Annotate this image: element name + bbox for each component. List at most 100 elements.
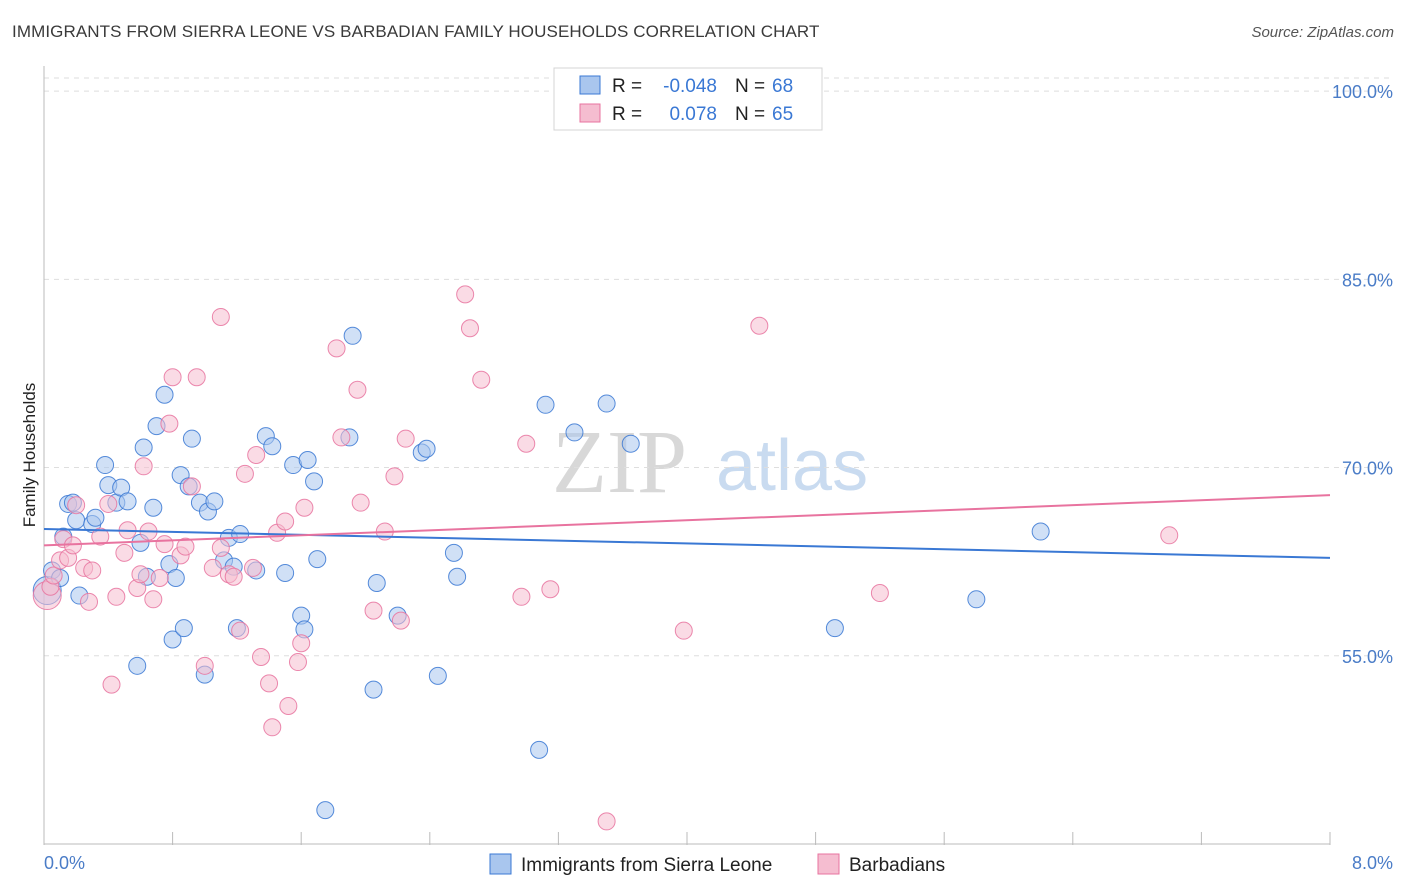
series-legend-swatch-blue (489, 853, 512, 875)
y-axis-title: Family Households (20, 383, 39, 528)
legend-r-value-2: 0.078 (669, 104, 717, 125)
point-sierra-leone (364, 680, 383, 699)
point-barbadians (102, 675, 121, 694)
point-sierra-leone (316, 801, 335, 820)
point-sierra-leone (621, 434, 640, 453)
point-sierra-leone (565, 423, 584, 442)
trend-line-barbadians (43, 494, 1331, 547)
watermark: ZIP atlas (552, 413, 868, 512)
point-barbadians (385, 467, 404, 486)
point-barbadians (155, 535, 174, 554)
legend-r-label-2: R = (612, 104, 642, 125)
y-tick-label: 100.0% (1332, 82, 1393, 102)
point-barbadians (263, 718, 282, 737)
point-barbadians (260, 674, 279, 693)
chart-title: IMMIGRANTS FROM SIERRA LEONE VS BARBADIA… (12, 22, 820, 41)
point-sierra-leone (308, 550, 327, 569)
point-barbadians (456, 285, 475, 304)
point-sierra-leone (428, 666, 447, 685)
point-sierra-leone (182, 429, 201, 448)
series-legend-label-2: Barbadians (849, 855, 945, 876)
point-barbadians (674, 621, 693, 640)
point-sierra-leone (174, 619, 193, 638)
point-sierra-leone (263, 437, 282, 456)
point-barbadians (115, 543, 134, 562)
point-sierra-leone (163, 630, 182, 649)
point-sierra-leone (536, 395, 555, 414)
point-barbadians (348, 380, 367, 399)
x-tick-label-max: 8.0% (1352, 853, 1393, 873)
point-barbadians (252, 648, 271, 667)
legend-r-value-1: -0.048 (663, 76, 717, 97)
point-sierra-leone (305, 472, 324, 491)
legend-swatch-blue (579, 75, 601, 95)
legend-n-value-1: 68 (772, 76, 793, 97)
legend-r-label-1: R = (612, 76, 642, 97)
point-barbadians (243, 558, 262, 577)
point-barbadians (327, 339, 346, 358)
point-barbadians (351, 493, 370, 512)
watermark-atlas: atlas (716, 426, 868, 506)
point-barbadians (247, 446, 266, 464)
point-sierra-leone (1031, 522, 1050, 541)
points-barbadians (32, 285, 1179, 831)
point-barbadians (107, 587, 126, 606)
point-barbadians (83, 561, 102, 580)
point-barbadians (187, 368, 206, 387)
point-barbadians (332, 428, 351, 447)
point-barbadians (144, 590, 163, 609)
trend-line-sierra-leone (43, 528, 1331, 559)
point-barbadians (288, 653, 307, 672)
point-barbadians (203, 558, 222, 577)
point-barbadians (541, 580, 560, 599)
point-barbadians (512, 587, 531, 606)
point-barbadians (80, 592, 99, 611)
point-barbadians (231, 621, 250, 640)
point-barbadians (597, 812, 616, 831)
stats-legend: R = -0.048 N = 68 R = 0.078 N = 65 (553, 67, 823, 131)
point-sierra-leone (448, 567, 467, 586)
point-barbadians (235, 464, 254, 483)
y-tick-label: 55.0% (1342, 647, 1393, 667)
legend-n-label-1: N = (735, 76, 765, 97)
point-sierra-leone (86, 508, 105, 527)
point-barbadians (160, 414, 179, 433)
point-barbadians (44, 566, 63, 585)
point-sierra-leone (343, 326, 362, 345)
point-sierra-leone (166, 568, 185, 587)
legend-n-value-2: 65 (772, 104, 793, 125)
point-sierra-leone (530, 740, 549, 759)
point-barbadians (150, 568, 169, 587)
point-barbadians (517, 434, 536, 453)
series-legend-label-1: Immigrants from Sierra Leone (521, 855, 772, 876)
point-barbadians (195, 656, 214, 675)
point-barbadians (460, 319, 479, 338)
x-ticks (43, 832, 1331, 845)
point-barbadians (176, 537, 195, 556)
point-barbadians (211, 538, 230, 557)
point-sierra-leone (967, 590, 986, 609)
y-tick-label: 85.0% (1342, 270, 1393, 290)
point-barbadians (472, 370, 491, 389)
point-sierra-leone (118, 492, 137, 511)
point-barbadians (163, 368, 182, 387)
point-sierra-leone (825, 619, 844, 638)
legend-swatch-pink (579, 103, 601, 123)
point-sierra-leone (276, 563, 295, 582)
points-sierra-leone (32, 326, 1050, 820)
point-sierra-leone (144, 498, 163, 517)
point-sierra-leone (417, 439, 436, 458)
x-tick-label-min: 0.0% (44, 853, 85, 873)
point-barbadians (364, 601, 383, 620)
point-sierra-leone (298, 451, 317, 470)
point-barbadians (91, 527, 110, 546)
point-sierra-leone (96, 456, 115, 475)
y-tick-label: 70.0% (1342, 459, 1393, 479)
point-barbadians (292, 634, 311, 653)
point-barbadians (396, 429, 415, 448)
point-sierra-leone (134, 438, 153, 457)
point-barbadians (182, 477, 201, 496)
point-barbadians (295, 498, 314, 517)
point-barbadians (391, 611, 410, 630)
